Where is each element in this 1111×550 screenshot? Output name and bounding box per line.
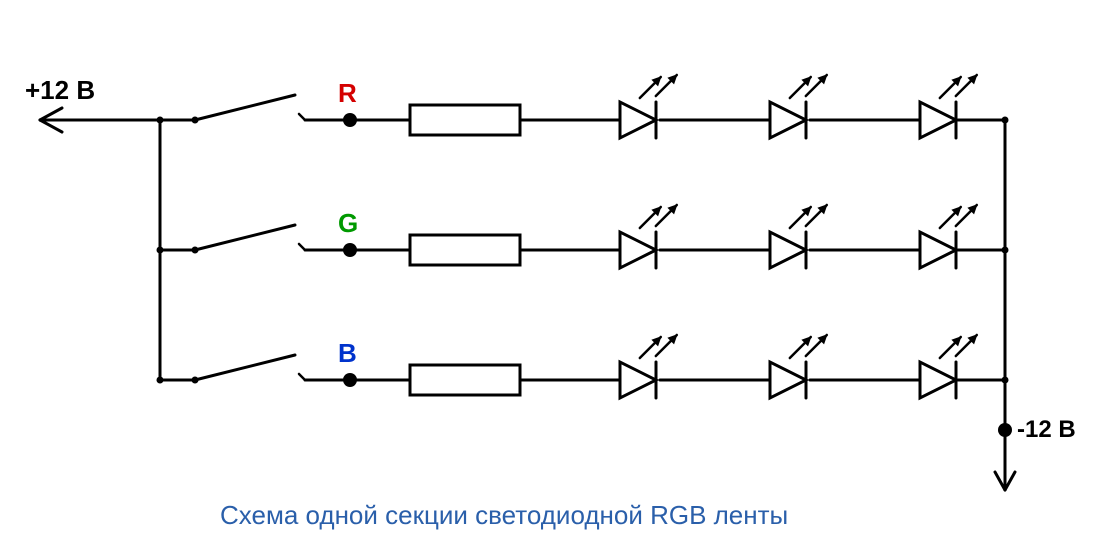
channel-label-r: R: [338, 78, 357, 109]
schematic-canvas: +12 В -12 В R G B Схема одной секции све…: [0, 0, 1111, 550]
input-voltage-label: +12 В: [25, 75, 95, 106]
output-voltage-label: -12 В: [1017, 416, 1076, 444]
schematic-svg: [0, 0, 1111, 550]
diagram-caption: Схема одной секции светодиодной RGB лент…: [220, 500, 788, 531]
channel-label-b: B: [338, 338, 357, 369]
channel-label-g: G: [338, 208, 358, 239]
